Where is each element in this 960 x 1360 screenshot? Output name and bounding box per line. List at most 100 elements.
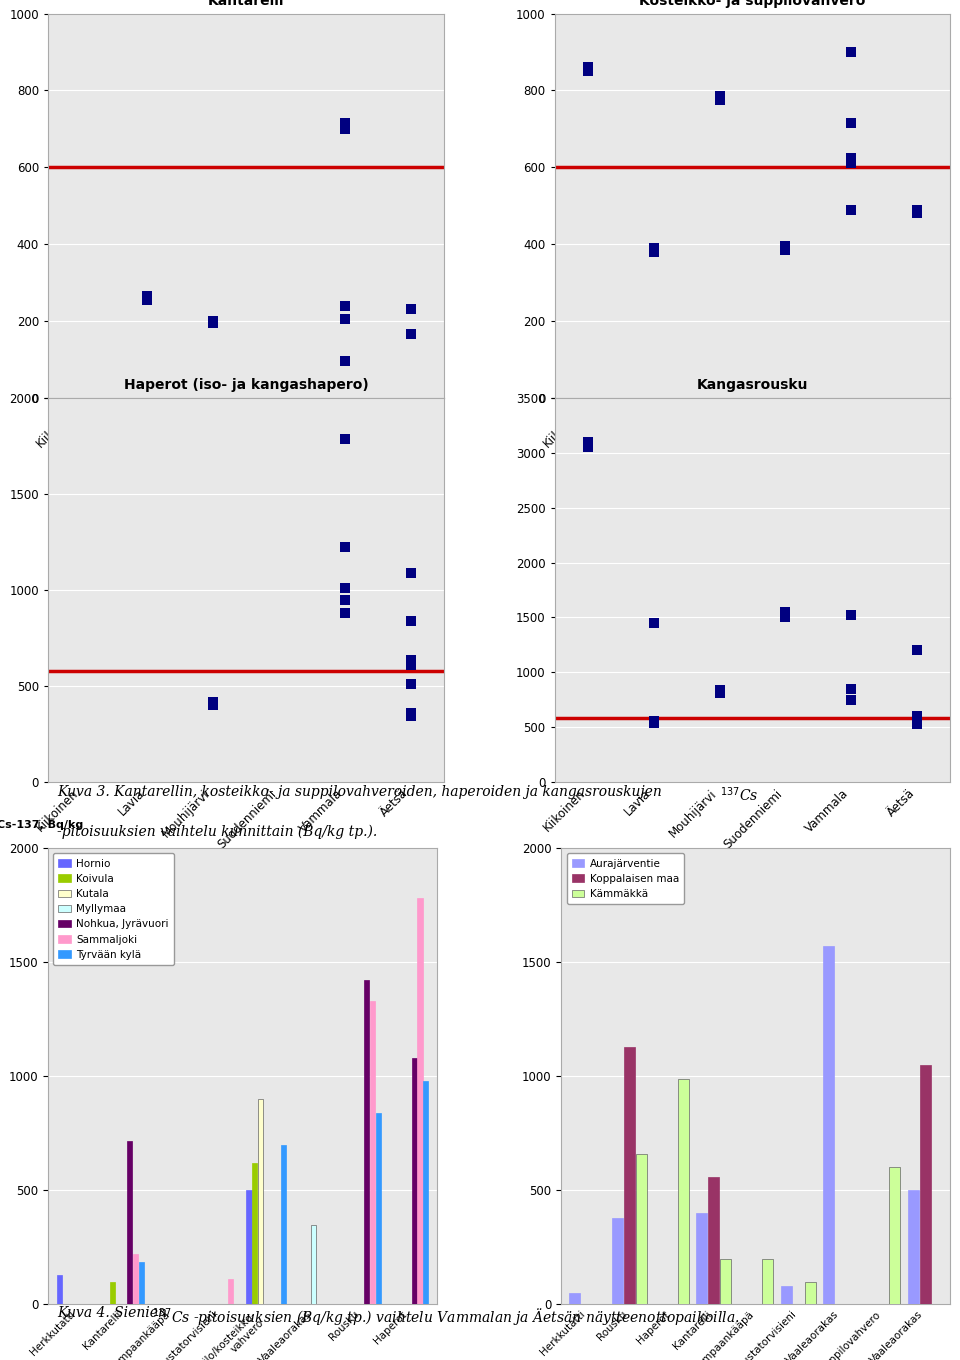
Point [712, 90, 728, 112]
Point [403, 609, 419, 631]
Text: Kuva 3. Kantarellin, kosteikko- ja suppilovahveroiden, haperoiden ja kangasrousk: Kuva 3. Kantarellin, kosteikko- ja suppi… [57, 785, 666, 800]
Point [337, 577, 352, 598]
Point [403, 673, 419, 695]
Title: Kangasrousku: Kangasrousku [697, 378, 808, 393]
Point [337, 428, 352, 450]
Point [337, 536, 352, 558]
Bar [132, 1254, 138, 1304]
Legend: Hornio, Koivula, Kutala, Myllymaa, Nohkua, Jyrävuori, Sammaljoki, Tyrvään kylä: Hornio, Koivula, Kutala, Myllymaa, Nohku… [53, 853, 174, 966]
Point [844, 41, 859, 63]
Bar [696, 1213, 708, 1304]
Point [403, 702, 419, 724]
Bar [109, 1281, 115, 1304]
Bar [624, 1047, 635, 1304]
Bar [412, 1058, 417, 1304]
Point [844, 113, 859, 135]
Bar [418, 899, 422, 1304]
Point [403, 299, 419, 321]
Point [580, 60, 595, 82]
Point [778, 601, 793, 623]
Point [844, 677, 859, 699]
Point [646, 612, 661, 634]
Title: Kantarelli: Kantarelli [207, 0, 284, 8]
Point [778, 607, 793, 628]
Point [403, 649, 419, 670]
Point [712, 683, 728, 704]
Legend: Aurajärventie, Koppalaisen maa, Kämmäkkä: Aurajärventie, Koppalaisen maa, Kämmäkkä [566, 853, 684, 904]
Point [580, 431, 595, 453]
Point [646, 711, 661, 733]
Point [844, 152, 859, 174]
Bar [907, 1190, 919, 1304]
Point [580, 57, 595, 79]
Bar [920, 1065, 930, 1304]
Point [403, 562, 419, 583]
Point [844, 604, 859, 626]
Point [910, 199, 925, 220]
Point [337, 295, 352, 317]
Point [337, 589, 352, 611]
Title: Haperot (iso- ja kangashapero): Haperot (iso- ja kangashapero) [124, 378, 369, 393]
Bar [370, 1001, 375, 1304]
Bar [252, 1163, 257, 1304]
Point [403, 704, 419, 726]
Bar [138, 1262, 144, 1304]
Bar [364, 981, 370, 1304]
Point [337, 351, 352, 373]
Text: -pitoisuuksien vaihtelu kunnittain (Bq/kg tp.).: -pitoisuuksien vaihtelu kunnittain (Bq/k… [57, 826, 377, 839]
Point [337, 309, 352, 330]
Bar [720, 1259, 732, 1304]
Bar [258, 1099, 263, 1304]
Text: $^{137}$Cs: $^{137}$Cs [720, 785, 758, 804]
Bar [228, 1280, 233, 1304]
Point [712, 86, 728, 107]
Point [205, 311, 221, 333]
Point [139, 286, 155, 307]
Point [205, 310, 221, 332]
Point [910, 714, 925, 736]
Bar [612, 1217, 623, 1304]
Point [778, 235, 793, 257]
Bar [281, 1145, 286, 1304]
Point [910, 639, 925, 661]
Bar [636, 1153, 647, 1304]
Bar [311, 1224, 316, 1304]
Bar [762, 1259, 774, 1304]
Point [580, 437, 595, 458]
Point [337, 602, 352, 624]
Point [646, 241, 661, 262]
Point [205, 691, 221, 713]
Point [403, 324, 419, 345]
Point [910, 709, 925, 730]
Point [778, 239, 793, 261]
Point [646, 237, 661, 258]
Text: Kuva 4. Sienien: Kuva 4. Sienien [57, 1307, 171, 1321]
Bar [375, 1112, 381, 1304]
Bar [247, 1190, 252, 1304]
Point [139, 288, 155, 310]
Point [205, 695, 221, 717]
Point [910, 706, 925, 728]
Point [337, 118, 352, 140]
Bar [678, 1078, 689, 1304]
Bar [127, 1141, 132, 1304]
Bar [823, 947, 834, 1304]
Bar [423, 1081, 428, 1304]
Point [844, 147, 859, 169]
Bar [57, 1274, 61, 1304]
Point [844, 690, 859, 711]
Point [337, 113, 352, 135]
Title: Kosteikko- ja suppilovahvero: Kosteikko- ja suppilovahvero [639, 0, 866, 8]
Point [403, 654, 419, 676]
Text: $^{137}$Cs -pitoisuuksien (Bq/kg tp.) vaihtelu Vammalan ja Äetsän näytteenottopa: $^{137}$Cs -pitoisuuksien (Bq/kg tp.) va… [152, 1307, 739, 1327]
Point [910, 203, 925, 224]
Bar [780, 1287, 792, 1304]
Text: Cs-137, Bq/kg: Cs-137, Bq/kg [0, 820, 84, 830]
Point [646, 710, 661, 732]
Point [712, 679, 728, 700]
Bar [804, 1281, 816, 1304]
Bar [569, 1293, 581, 1304]
Bar [889, 1167, 900, 1304]
Point [844, 199, 859, 220]
Bar [708, 1176, 719, 1304]
